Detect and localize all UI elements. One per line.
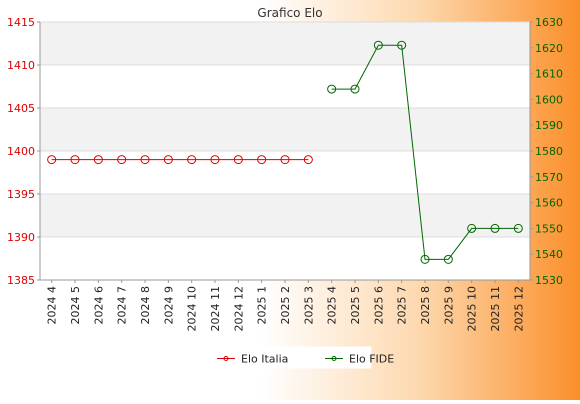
data-point <box>327 84 337 94</box>
x-tick-label: 2025 6 <box>372 286 385 325</box>
x-tick-label: 2025 7 <box>396 286 409 325</box>
y-right-tick-label: 1540 <box>535 248 563 261</box>
x-tick-label: 2025 11 <box>489 286 502 332</box>
y-left-tick-label: 1385 <box>7 274 35 287</box>
data-point <box>280 155 290 165</box>
x-tick-label: 2025 12 <box>512 286 525 332</box>
data-point <box>117 155 127 165</box>
x-tick-label: 2024 5 <box>69 286 82 325</box>
y-left-tick-label: 1400 <box>7 145 35 158</box>
series-line-elo-fide <box>331 44 519 260</box>
x-tick-label: 2024 9 <box>162 286 175 325</box>
x-tick-label: 2024 6 <box>92 286 105 325</box>
data-point <box>490 223 500 233</box>
data-point <box>140 155 150 165</box>
y-left-tick-label: 1395 <box>7 188 35 201</box>
grid-band <box>40 22 530 65</box>
data-point <box>443 254 453 264</box>
legend-label: Elo Italia <box>241 353 288 366</box>
y-right-tick-label: 1600 <box>535 93 563 106</box>
y-right-tick-label: 1590 <box>535 119 563 132</box>
x-tick-label: 2025 9 <box>442 286 455 325</box>
data-point <box>93 155 103 165</box>
y-right-tick-label: 1620 <box>535 42 563 55</box>
y-right-tick-label: 1550 <box>535 222 563 235</box>
y-left-tick-label: 1405 <box>7 102 35 115</box>
data-point <box>513 223 523 233</box>
data-point <box>257 155 267 165</box>
x-tick-label: 2025 10 <box>466 286 479 332</box>
legend-label: Elo FIDE <box>349 353 394 366</box>
x-tick-label: 2024 12 <box>232 286 245 332</box>
x-tick-label: 2025 8 <box>419 286 432 325</box>
y-left-tick-label: 1410 <box>7 59 35 72</box>
data-point <box>70 155 80 165</box>
y-left-tick-label: 1415 <box>7 16 35 29</box>
data-point <box>420 254 430 264</box>
x-tick-label: 2025 1 <box>256 286 269 325</box>
y-right-tick-label: 1610 <box>535 68 563 81</box>
data-point <box>303 155 313 165</box>
y-right-tick-label: 1580 <box>535 145 563 158</box>
data-point <box>163 155 173 165</box>
data-point <box>373 40 383 50</box>
x-tick-label: 2025 4 <box>326 286 339 325</box>
x-tick-label: 2024 7 <box>116 286 129 325</box>
data-point <box>467 223 477 233</box>
chart-title: Grafico Elo <box>257 6 322 20</box>
data-point <box>350 84 360 94</box>
data-point <box>210 155 220 165</box>
plot-area: 1385 1390 1395 1400 1405 1410 1415 1530 1540 1550… <box>7 16 563 369</box>
data-point <box>233 155 243 165</box>
legend-box <box>210 346 372 369</box>
data-point <box>47 155 57 165</box>
y-left-tick-label: 1390 <box>7 231 35 244</box>
y-right-tick-label: 1570 <box>535 171 563 184</box>
x-tick-label: 2024 4 <box>46 286 59 325</box>
x-tick-label: 2025 3 <box>302 286 315 325</box>
grid-band <box>40 108 530 151</box>
legend-marker <box>223 356 229 361</box>
legend-marker <box>331 356 337 361</box>
x-tick-label: 2024 8 <box>139 286 152 325</box>
data-point <box>187 155 197 165</box>
x-tick-label: 2025 2 <box>279 286 292 325</box>
y-right-tick-label: 1630 <box>535 16 563 29</box>
x-tick-label: 2024 11 <box>209 286 222 332</box>
y-right-tick-label: 1560 <box>535 197 563 210</box>
x-tick-label: 2024 10 <box>186 286 199 332</box>
y-right-tick-label: 1530 <box>535 274 563 287</box>
data-point <box>397 40 407 50</box>
grid-band <box>40 194 530 237</box>
x-tick-label: 2025 5 <box>349 286 362 325</box>
